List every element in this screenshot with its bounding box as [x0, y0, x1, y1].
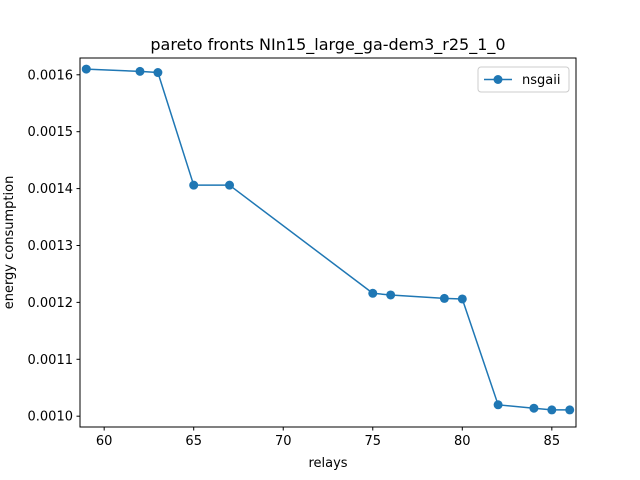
- x-tick-label: 85: [544, 434, 561, 449]
- plot-area: [81, 64, 575, 415]
- data-point: [457, 294, 467, 304]
- x-tick-label: 60: [96, 434, 113, 449]
- data-point: [493, 400, 503, 410]
- y-tick-label: 0.0013: [28, 239, 74, 254]
- y-tick-label: 0.0014: [28, 182, 74, 197]
- axes-frame: [79, 57, 577, 428]
- data-point: [135, 66, 145, 76]
- x-tick-label: 65: [185, 434, 202, 449]
- y-tick-label: 0.0015: [28, 125, 74, 140]
- y-tick-label: 0.0012: [28, 296, 74, 311]
- data-point: [225, 180, 235, 190]
- data-point: [529, 403, 539, 413]
- y-axis: 0.0010 0.0011 0.0012 0.0013 0.0014 0.0015 0.00…: [28, 68, 80, 425]
- legend-box: [477, 66, 570, 93]
- x-tick-label: 75: [364, 434, 381, 449]
- x-tick-label: 80: [454, 434, 471, 449]
- y-tick-label: 0.0016: [28, 68, 74, 83]
- chart-title: pareto fronts NIn15_large_ga-dem3_r25_1_…: [150, 35, 505, 55]
- y-tick-label: 0.0011: [28, 353, 74, 368]
- data-point: [547, 405, 557, 415]
- legend-label: nsgaii: [522, 73, 560, 88]
- data-point: [368, 288, 378, 298]
- data-point: [386, 290, 396, 300]
- y-tick-label: 0.0010: [28, 410, 74, 425]
- y-axis-label: energy consumption: [2, 176, 17, 310]
- legend-marker-swatch: [493, 75, 503, 84]
- data-point: [81, 64, 91, 74]
- data-point: [439, 293, 449, 303]
- x-tick-label: 70: [275, 434, 292, 449]
- data-point: [189, 180, 199, 190]
- x-axis: 60 65 70 75 80 85: [96, 427, 560, 449]
- data-point: [565, 405, 575, 415]
- legend: nsgaii: [477, 66, 570, 93]
- x-axis-label: relays: [308, 456, 347, 471]
- data-point: [153, 68, 163, 78]
